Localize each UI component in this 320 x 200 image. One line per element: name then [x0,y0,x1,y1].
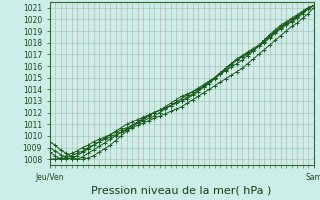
X-axis label: Pression niveau de la mer( hPa ): Pression niveau de la mer( hPa ) [92,186,272,196]
